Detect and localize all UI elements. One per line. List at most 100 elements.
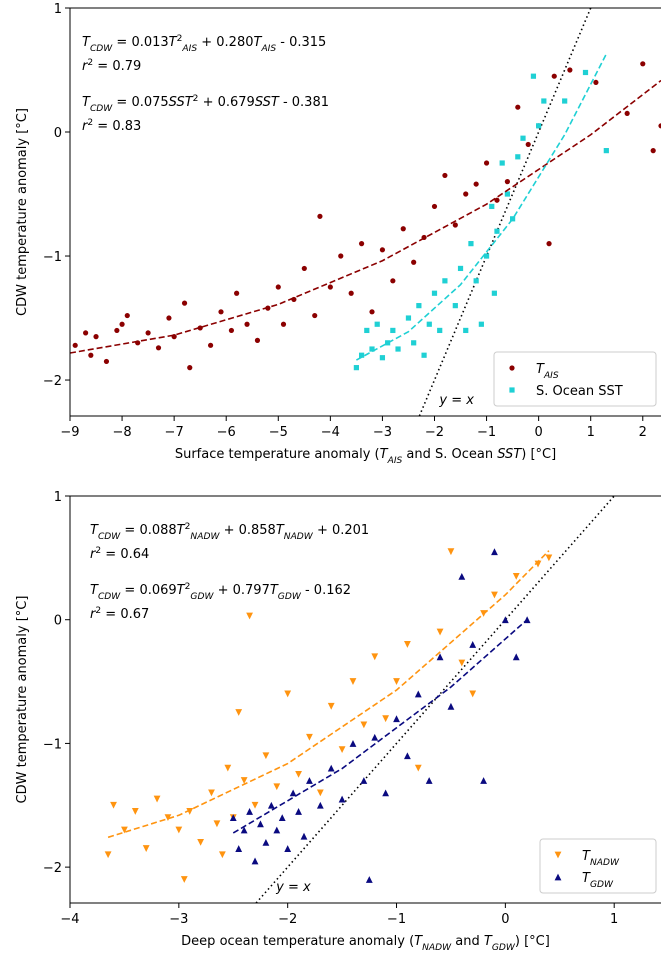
text-part: + 0.201 bbox=[313, 523, 369, 538]
point bbox=[469, 690, 477, 698]
reference-line bbox=[255, 496, 615, 903]
point bbox=[491, 591, 498, 599]
point bbox=[218, 309, 224, 315]
point bbox=[483, 253, 490, 259]
y-tick-label: −1 bbox=[43, 250, 62, 265]
point bbox=[421, 352, 427, 358]
point bbox=[348, 290, 354, 296]
point bbox=[327, 284, 333, 290]
point bbox=[180, 876, 188, 883]
text-part: x bbox=[465, 393, 474, 408]
annotation: TCDW = 0.069T2GDW + 0.797TGDW - 0.162 bbox=[90, 582, 351, 602]
annotation: r2 = 0.67 bbox=[90, 606, 149, 622]
point bbox=[509, 216, 516, 222]
point bbox=[442, 278, 448, 284]
point bbox=[411, 340, 417, 346]
point bbox=[295, 770, 302, 778]
reference-label: y = x bbox=[438, 393, 474, 408]
x-tick-label: −4 bbox=[321, 425, 340, 440]
point bbox=[327, 702, 335, 710]
x-tick-label: −6 bbox=[217, 425, 236, 440]
point bbox=[358, 352, 365, 358]
point bbox=[166, 315, 172, 321]
text-part: and bbox=[451, 934, 484, 949]
text-part: 2 bbox=[177, 34, 183, 44]
point bbox=[234, 290, 240, 296]
text-part: AIS bbox=[543, 371, 559, 381]
legend-marker bbox=[509, 365, 515, 371]
point bbox=[603, 148, 609, 154]
annotation: TCDW = 0.013T2AIS + 0.280TAIS - 0.315 bbox=[82, 34, 326, 54]
point bbox=[480, 777, 487, 784]
point bbox=[360, 721, 368, 729]
text-part: = 0.075 bbox=[112, 95, 168, 110]
text-part: T bbox=[169, 35, 178, 50]
x-tick-label: −2 bbox=[278, 912, 297, 927]
point bbox=[525, 141, 531, 148]
fit-curve bbox=[70, 79, 661, 354]
point bbox=[562, 98, 568, 104]
y-tick-label: −1 bbox=[43, 737, 62, 752]
point bbox=[536, 123, 542, 129]
text-part: GDW bbox=[190, 592, 214, 602]
point bbox=[369, 346, 375, 352]
point bbox=[437, 327, 443, 334]
point bbox=[349, 678, 357, 685]
point bbox=[338, 253, 344, 259]
point bbox=[494, 228, 500, 234]
point bbox=[364, 327, 370, 334]
point bbox=[393, 678, 400, 685]
x-tick-label: 2 bbox=[639, 425, 647, 440]
text-part: - 0.381 bbox=[279, 95, 329, 110]
point bbox=[393, 715, 400, 723]
point bbox=[658, 123, 661, 129]
fit-curve bbox=[107, 550, 550, 839]
x-tick-label: −3 bbox=[373, 425, 392, 440]
text-part: T bbox=[90, 583, 99, 598]
point bbox=[121, 826, 128, 834]
x-tick-label: −9 bbox=[60, 425, 79, 440]
point bbox=[365, 876, 373, 883]
text-part: + 0.280 bbox=[197, 35, 253, 50]
y-axis-label: CDW temperature anomaly [°C] bbox=[15, 108, 30, 316]
text-part: CDW bbox=[90, 104, 113, 114]
point bbox=[186, 808, 194, 815]
point bbox=[187, 365, 193, 371]
point bbox=[640, 61, 646, 67]
text-part: T bbox=[380, 447, 389, 462]
legend-box bbox=[539, 838, 657, 894]
text-part: - 0.315 bbox=[276, 35, 326, 50]
point bbox=[295, 808, 302, 815]
point bbox=[262, 752, 270, 760]
point bbox=[251, 857, 259, 865]
point bbox=[155, 345, 162, 351]
panel: y = x −4 −3 −2 −1 0 1 −2 −1 0 1 Deep ocean temperat… bbox=[15, 490, 661, 953]
text-part: NADW bbox=[190, 532, 220, 542]
point bbox=[491, 548, 498, 556]
text-part: Surface temperature anomaly ( bbox=[175, 447, 380, 462]
point bbox=[240, 826, 248, 834]
point bbox=[447, 702, 455, 710]
x-tick-label: 1 bbox=[610, 912, 618, 927]
reference-line bbox=[418, 8, 592, 416]
point bbox=[353, 365, 359, 371]
point bbox=[582, 69, 589, 76]
text-part: SST bbox=[169, 95, 194, 110]
text-part: r bbox=[90, 607, 97, 622]
point bbox=[426, 321, 432, 327]
legend-label: TGDW bbox=[582, 871, 614, 890]
text-part: = 0.79 bbox=[93, 59, 141, 74]
point bbox=[72, 342, 78, 348]
y-tick-label: 0 bbox=[54, 614, 62, 629]
legend-marker bbox=[509, 387, 515, 393]
text-part: CDW bbox=[90, 44, 113, 54]
x-tick-label: −1 bbox=[387, 912, 406, 927]
legend-box bbox=[493, 351, 657, 407]
point bbox=[284, 690, 292, 698]
point bbox=[499, 160, 505, 166]
point bbox=[229, 814, 237, 822]
plot-area bbox=[70, 8, 661, 416]
point bbox=[300, 832, 308, 840]
